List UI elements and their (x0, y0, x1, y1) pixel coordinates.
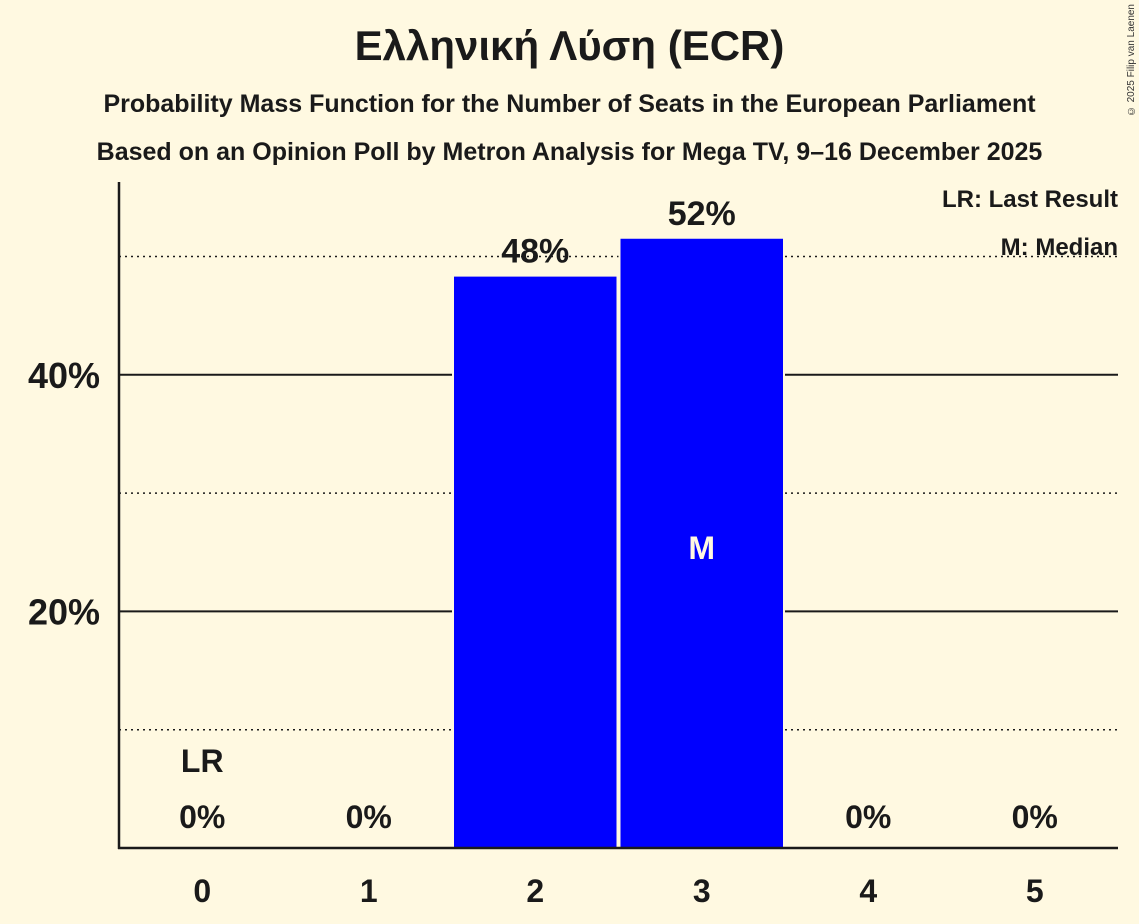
bar-seats-3 (620, 238, 783, 848)
x-tick-label: 1 (360, 873, 378, 909)
x-tick-label: 0 (193, 873, 211, 909)
bar-seats-2 (454, 276, 617, 849)
bar-value-label: 0% (179, 799, 225, 835)
last-result-marker: LR (181, 743, 224, 779)
bar-value-label: 0% (1012, 799, 1058, 835)
y-tick-label: 20% (28, 591, 100, 632)
legend-median: M: Median (1000, 234, 1118, 261)
x-tick-label: 2 (526, 873, 544, 909)
median-marker: M (688, 530, 715, 566)
y-tick-label: 40% (28, 355, 100, 396)
chart-source: Based on an Opinion Poll by Metron Analy… (96, 138, 1043, 166)
chart-title: Ελληνική Λύση (ECR) (354, 22, 785, 69)
x-tick-label: 4 (859, 873, 877, 909)
bar-value-label: 52% (668, 195, 736, 233)
legend-last-result: LR: Last Result (941, 186, 1118, 213)
bar-value-label: 0% (845, 799, 891, 835)
x-tick-label: 3 (693, 873, 711, 909)
bar-value-label: 0% (346, 799, 392, 835)
chart-subtitle: Probability Mass Function for the Number… (103, 90, 1036, 118)
bar-value-label: 48% (501, 233, 569, 271)
x-tick-label: 5 (1026, 873, 1044, 909)
